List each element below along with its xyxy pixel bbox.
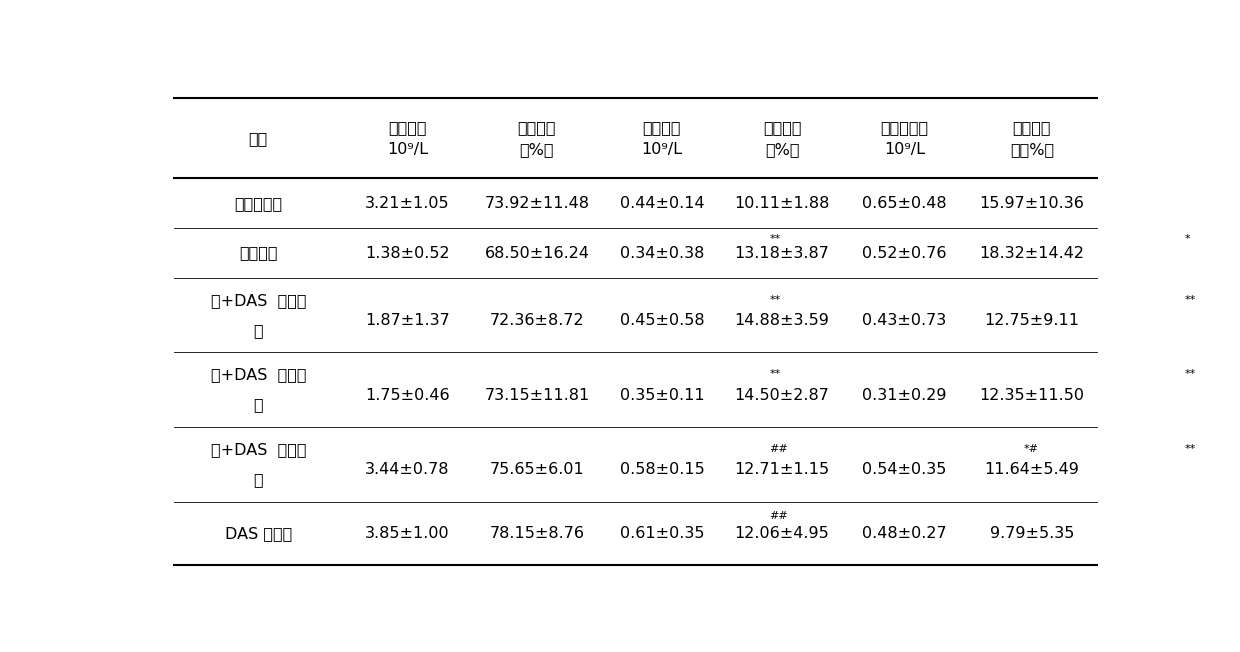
Text: 14.88±3.59: 14.88±3.59 xyxy=(734,313,830,328)
Text: 中性粒细胞: 中性粒细胞 xyxy=(880,120,929,135)
Text: 0.54±0.35: 0.54±0.35 xyxy=(862,462,947,477)
Text: 3.21±1.05: 3.21±1.05 xyxy=(365,196,450,211)
Text: 73.92±11.48: 73.92±11.48 xyxy=(485,196,589,211)
Text: 0.45±0.58: 0.45±0.58 xyxy=(620,313,704,328)
Text: 9.79±5.35: 9.79±5.35 xyxy=(990,526,1074,541)
Text: 0.43±0.73: 0.43±0.73 xyxy=(863,313,946,328)
Text: 18.32±14.42: 18.32±14.42 xyxy=(980,246,1085,261)
Text: 组: 组 xyxy=(253,397,263,412)
Text: 0.44±0.14: 0.44±0.14 xyxy=(620,196,704,211)
Text: 胞（%）: 胞（%） xyxy=(1009,142,1054,157)
Text: 组: 组 xyxy=(253,323,263,338)
Text: 0.65±0.48: 0.65±0.48 xyxy=(862,196,947,211)
Text: **: ** xyxy=(769,234,780,244)
Text: 0.48±0.27: 0.48±0.27 xyxy=(862,526,947,541)
Text: 组别: 组别 xyxy=(249,131,268,146)
Text: 14.50±2.87: 14.50±2.87 xyxy=(734,387,830,402)
Text: *#: *# xyxy=(1024,444,1039,454)
Text: **: ** xyxy=(1184,295,1195,304)
Text: 75.65±6.01: 75.65±6.01 xyxy=(490,462,584,477)
Text: 单核细胞: 单核细胞 xyxy=(763,120,801,135)
Text: 10⁹/L: 10⁹/L xyxy=(884,142,925,157)
Text: 0.34±0.38: 0.34±0.38 xyxy=(620,246,704,261)
Text: 0.52±0.76: 0.52±0.76 xyxy=(862,246,947,261)
Text: 淋巴细胞: 淋巴细胞 xyxy=(388,120,427,135)
Text: 12.06±4.95: 12.06±4.95 xyxy=(734,526,830,541)
Text: 15.97±10.36: 15.97±10.36 xyxy=(980,196,1084,211)
Text: ##: ## xyxy=(769,511,789,521)
Text: 10.11±1.88: 10.11±1.88 xyxy=(734,196,830,211)
Text: 中性粒细: 中性粒细 xyxy=(1013,120,1052,135)
Text: **: ** xyxy=(769,369,780,379)
Text: 单核细胞: 单核细胞 xyxy=(642,120,681,135)
Text: 72.36±8.72: 72.36±8.72 xyxy=(490,313,584,328)
Text: 73.15±11.81: 73.15±11.81 xyxy=(485,387,590,402)
Text: ##: ## xyxy=(769,444,789,454)
Text: 13.18±3.87: 13.18±3.87 xyxy=(734,246,830,261)
Text: 0.61±0.35: 0.61±0.35 xyxy=(620,526,704,541)
Text: 11.64±5.49: 11.64±5.49 xyxy=(985,462,1079,477)
Text: 10⁹/L: 10⁹/L xyxy=(641,142,682,157)
Text: 0.58±0.15: 0.58±0.15 xyxy=(620,462,704,477)
Text: 3.44±0.78: 3.44±0.78 xyxy=(365,462,450,477)
Text: 3.85±1.00: 3.85±1.00 xyxy=(365,526,450,541)
Text: 1.87±1.37: 1.87±1.37 xyxy=(365,313,450,328)
Text: *: * xyxy=(1184,234,1190,244)
Text: 0.31±0.29: 0.31±0.29 xyxy=(862,387,947,402)
Text: 苯+DAS  高剂量: 苯+DAS 高剂量 xyxy=(211,442,306,457)
Text: （%）: （%） xyxy=(520,142,554,157)
Text: 1.75±0.46: 1.75±0.46 xyxy=(365,387,450,402)
Text: 1.38±0.52: 1.38±0.52 xyxy=(365,246,450,261)
Text: 78.15±8.76: 78.15±8.76 xyxy=(490,526,584,541)
Text: 苯+DAS  低剂量: 苯+DAS 低剂量 xyxy=(211,293,306,308)
Text: 0.35±0.11: 0.35±0.11 xyxy=(620,387,704,402)
Text: 组: 组 xyxy=(253,472,263,487)
Text: 苯模型组: 苯模型组 xyxy=(239,246,278,261)
Text: 苯+DAS  中剂量: 苯+DAS 中剂量 xyxy=(211,367,306,382)
Text: 12.35±11.50: 12.35±11.50 xyxy=(980,387,1085,402)
Text: 空白对照组: 空白对照组 xyxy=(234,196,283,211)
Text: 12.71±1.15: 12.71±1.15 xyxy=(734,462,830,477)
Text: **: ** xyxy=(1184,444,1195,454)
Text: 12.75±9.11: 12.75±9.11 xyxy=(985,313,1079,328)
Text: （%）: （%） xyxy=(765,142,800,157)
Text: 10⁹/L: 10⁹/L xyxy=(387,142,428,157)
Text: **: ** xyxy=(1184,369,1195,379)
Text: 淋巴细胞: 淋巴细胞 xyxy=(518,120,557,135)
Text: DAS 对照组: DAS 对照组 xyxy=(224,526,291,541)
Text: **: ** xyxy=(769,295,780,304)
Text: 68.50±16.24: 68.50±16.24 xyxy=(485,246,589,261)
